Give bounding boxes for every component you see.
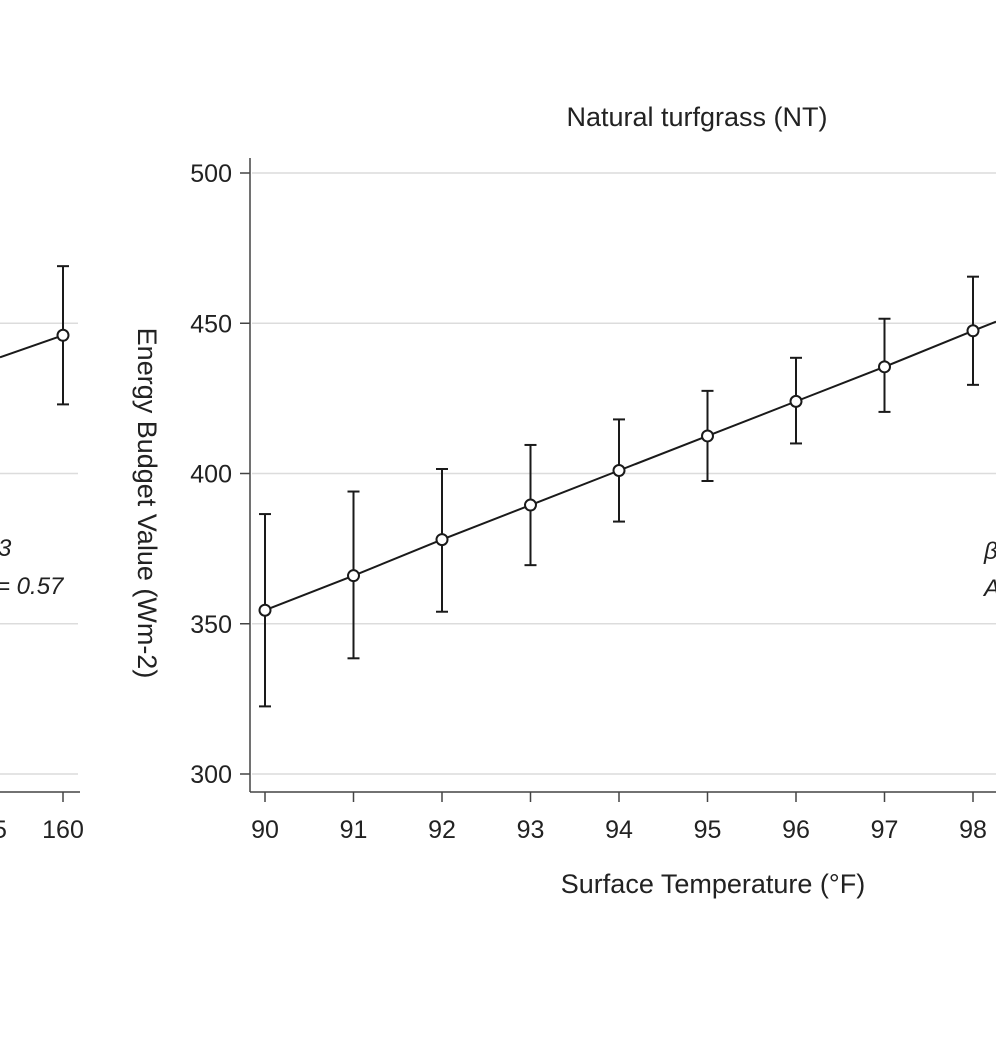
left-series xyxy=(0,265,70,406)
data-point-97 xyxy=(878,360,891,374)
y-tick-label-450: 450 xyxy=(190,310,232,338)
left-x-tick-label-160: 160 xyxy=(42,816,84,844)
left-annotation-beta: 3 xyxy=(0,535,12,562)
data-point-94 xyxy=(612,463,626,477)
left-gridlines xyxy=(0,322,78,775)
left-series-line xyxy=(0,334,64,359)
x-tick-label-98: 98 xyxy=(959,816,987,844)
data-point-91 xyxy=(347,569,360,583)
y-tick-label-350: 350 xyxy=(190,611,232,639)
annotation-a: A xyxy=(982,575,996,602)
x-tick-label-90: 90 xyxy=(251,816,279,844)
series-line xyxy=(264,320,996,612)
main-chart-panel: Natural turfgrass (NT) 300 350 400 450 500 9… xyxy=(132,102,996,899)
x-axis-ticks: 90 91 92 93 94 95 96 97 98 xyxy=(251,792,987,844)
left-x-ticks: 5 160 xyxy=(0,792,84,844)
left-annotation-r2: = 0.57 xyxy=(0,573,65,600)
x-tick-label-95: 95 xyxy=(694,816,722,844)
x-tick-label-94: 94 xyxy=(605,816,633,844)
left-x-tick-label-5: 5 xyxy=(0,816,7,844)
gridlines xyxy=(252,172,996,775)
x-tick-label-97: 97 xyxy=(871,816,899,844)
y-axis-ticks: 300 350 400 450 500 xyxy=(190,160,250,789)
x-axis-title: Surface Temperature (°F) xyxy=(561,869,865,899)
y-tick-label-500: 500 xyxy=(190,160,232,188)
y-axis-title: Energy Budget Value (Wm-2) xyxy=(132,328,162,679)
chart-title: Natural turfgrass (NT) xyxy=(566,102,827,132)
x-tick-label-91: 91 xyxy=(340,816,368,844)
left-data-point xyxy=(56,328,70,342)
x-tick-label-92: 92 xyxy=(428,816,456,844)
data-point-96 xyxy=(789,394,803,408)
series-group xyxy=(258,275,996,708)
y-tick-label-400: 400 xyxy=(190,461,232,489)
left-chart-panel: 5 160 3 = 0.57 xyxy=(0,265,84,844)
data-point-98 xyxy=(966,324,980,338)
y-tick-label-300: 300 xyxy=(190,761,232,789)
x-tick-label-93: 93 xyxy=(517,816,545,844)
annotation-beta: β xyxy=(983,538,996,565)
data-point-90 xyxy=(258,603,272,617)
x-tick-label-96: 96 xyxy=(782,816,810,844)
data-point-93 xyxy=(524,498,537,512)
data-point-92 xyxy=(435,533,449,547)
data-point-95 xyxy=(701,429,714,443)
